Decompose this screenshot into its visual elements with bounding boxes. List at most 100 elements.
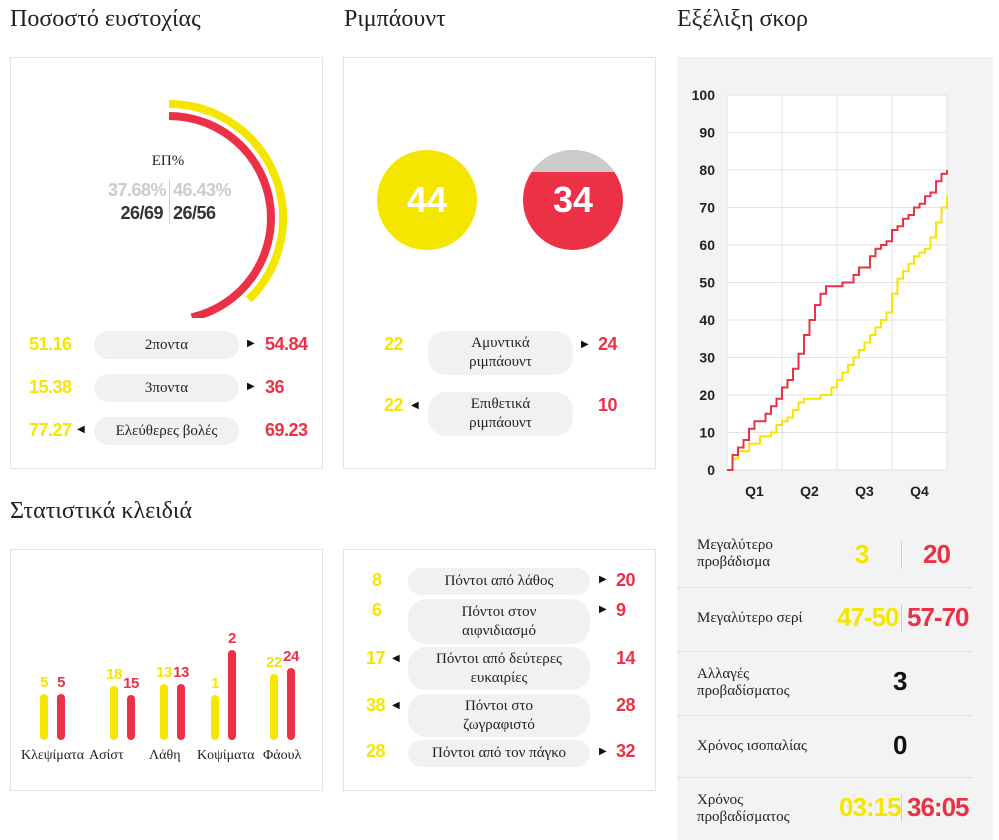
off-reb-team-b: 10 xyxy=(598,395,618,415)
y-tick-label: 90 xyxy=(699,125,715,141)
bar-category-label: Φάουλ xyxy=(263,748,302,763)
arrow-right-icon: ▶ xyxy=(599,604,607,615)
y-tick-label: 50 xyxy=(699,275,715,291)
pts-second-chance-label: Πόντοι από δεύτερες ευκαιρίες xyxy=(408,647,590,690)
y-tick-label: 20 xyxy=(699,387,715,403)
team-b-rebounds-circle: 34 xyxy=(523,150,623,250)
team-b-fg-made: 26/56 xyxy=(173,203,216,223)
team-a-bar xyxy=(270,674,278,740)
team-b-rebounds-fill-top xyxy=(523,150,623,172)
y-tick-label: 0 xyxy=(707,462,715,478)
stat-team-b: 20 xyxy=(923,539,951,569)
arrow-left-icon: ◀ xyxy=(392,653,400,664)
stat-largest-lead: Μεγαλύτερο προβάδισμα 3 20 xyxy=(677,527,973,588)
def-reb-team-b: 24 xyxy=(598,334,618,354)
score-progress-chart: 0 10 20 30 40 50 60 70 80 90 100 Q1 Q2 Q3 Q4 xyxy=(692,87,948,499)
ft-label: Ελεύθερες βολές xyxy=(94,417,239,445)
team-a-bar-value: 13 xyxy=(156,663,172,681)
stat-time-leading: Χρόνος προβαδίσματος 03:15 36:05 xyxy=(677,778,973,840)
shooting-title: Ποσοστό ευστοχίας xyxy=(10,6,201,32)
team-a-score-line xyxy=(727,196,948,471)
team-b-fg-pct: 46.43% xyxy=(173,180,232,200)
bar-category-label: Κοψίματα xyxy=(197,748,255,763)
pts-fastbreak-team-b: 9 xyxy=(616,600,626,620)
y-tick-label: 60 xyxy=(699,237,715,253)
three-pt-team-b: 36 xyxy=(265,377,285,397)
score-progress-title: Εξέλιξη σκορ xyxy=(677,6,808,32)
def-reb-label: Αμυντικά ριμπάουντ xyxy=(428,331,573,375)
two-pt-label: 2ποντα xyxy=(94,331,239,359)
stat-tied-time: Χρόνος ισοπαλίας 0 xyxy=(677,716,973,778)
key-stats-bars-card: 5 5 18 15 13 13 1 2 22 24 Κλεψίματα Ασίστ Λάθη Κοψίμα… xyxy=(10,549,323,791)
team-a-rebounds-total: 44 xyxy=(406,179,448,220)
team-b-bar xyxy=(287,668,295,740)
two-pt-team-b: 54.84 xyxy=(265,334,308,354)
three-pt-team-a: 15.38 xyxy=(29,377,72,397)
team-a-bar xyxy=(160,683,168,740)
x-tick-label: Q4 xyxy=(910,483,929,499)
score-stats-list: Μεγαλύτερο προβάδισμα 3 20 Μεγαλύτερο σε… xyxy=(677,527,993,840)
stat-longest-run: Μεγαλύτερο σερί 47-50 57-70 xyxy=(677,588,973,652)
x-tick-label: Q3 xyxy=(855,483,874,499)
ft-team-b: 69.23 xyxy=(265,420,308,440)
pts-paint-team-a: 38 xyxy=(366,695,386,715)
team-b-bar xyxy=(57,693,65,740)
key-stats-bars: 5 5 18 15 13 13 1 2 22 24 Κλεψίματα Ασίστ Λάθη Κοψίμα… xyxy=(11,550,324,792)
y-tick-label: 70 xyxy=(699,200,715,216)
team-b-bar-value: 5 xyxy=(57,673,65,691)
pts-turnovers-team-b: 20 xyxy=(616,570,636,590)
team-b-score-line xyxy=(727,170,948,471)
stat-divider xyxy=(901,794,902,822)
team-a-fg-made: 26/69 xyxy=(120,203,163,223)
two-pt-team-a: 51.16 xyxy=(29,334,72,354)
arrow-right-icon: ▶ xyxy=(247,338,255,349)
team-a-bar xyxy=(211,695,219,740)
pts-bench-team-a: 28 xyxy=(366,741,386,761)
shooting-arcs xyxy=(168,100,287,318)
team-a-bar xyxy=(110,686,118,740)
stat-divider xyxy=(901,541,902,569)
stat-label: Χρόνος προβαδίσματος xyxy=(697,792,790,825)
stat-value: 0 xyxy=(893,730,908,760)
stat-team-a: 47-50 xyxy=(837,602,899,632)
team-b-bar-value: 13 xyxy=(173,663,189,681)
arrow-right-icon: ▶ xyxy=(599,746,607,757)
y-tick-label: 100 xyxy=(692,87,716,103)
team-b-bar xyxy=(177,683,185,740)
stat-team-b: 57-70 xyxy=(907,602,969,632)
team-a-fg-arc xyxy=(168,100,287,303)
y-tick-label: 10 xyxy=(699,425,715,441)
fg-divider xyxy=(169,180,170,224)
team-a-bar-value: 18 xyxy=(106,666,122,683)
arrow-left-icon: ◀ xyxy=(77,424,85,435)
pts-fastbreak-label: Πόντοι στον αιφνιδιασμό xyxy=(408,599,590,644)
stat-label: Μεγαλύτερο προβάδισμα xyxy=(697,537,773,570)
arrow-right-icon: ▶ xyxy=(581,339,589,350)
def-reb-team-a: 22 xyxy=(384,334,404,354)
team-a-rebounds-circle: 44 xyxy=(377,150,477,250)
team-b-bar-value: 2 xyxy=(228,630,236,647)
pts-second-chance-team-a: 17 xyxy=(366,648,386,668)
off-reb-team-a: 22 xyxy=(384,395,404,415)
arrow-right-icon: ▶ xyxy=(247,381,255,392)
pts-paint-label: Πόντοι στο ζωγραφιστό xyxy=(408,694,590,737)
points-card: 8 Πόντοι από λάθος ▶ 20 6 Πόντοι στον αι… xyxy=(343,549,656,791)
fg-label: ΕΠ% xyxy=(151,153,185,169)
stat-label: Αλλαγές προβαδίσματος xyxy=(697,666,790,699)
x-tick-label: Q1 xyxy=(745,483,764,499)
stat-label: Μεγαλύτερο σερί xyxy=(697,610,803,626)
stat-value: 3 xyxy=(893,666,908,696)
three-pt-label: 3ποντα xyxy=(94,374,239,402)
team-a-bar xyxy=(40,693,48,740)
bar-category-label: Λάθη xyxy=(149,748,181,763)
shooting-card: ΕΠ% 37.68% 46.43% 26/69 26/56 51.16 2πον… xyxy=(10,57,323,469)
arrow-left-icon: ◀ xyxy=(411,400,419,411)
y-tick-label: 40 xyxy=(699,312,715,328)
key-stats-title: Στατιστικά κλειδιά xyxy=(10,498,192,524)
stat-team-a: 03:15 xyxy=(839,792,901,822)
rebounds-title: Ριμπάουντ xyxy=(344,6,446,32)
bar-category-label: Ασίστ xyxy=(89,748,124,763)
team-a-bar-value: 1 xyxy=(211,675,219,692)
pts-fastbreak-team-a: 6 xyxy=(372,600,382,620)
stat-lead-changes: Αλλαγές προβαδίσματος 3 xyxy=(677,652,973,716)
